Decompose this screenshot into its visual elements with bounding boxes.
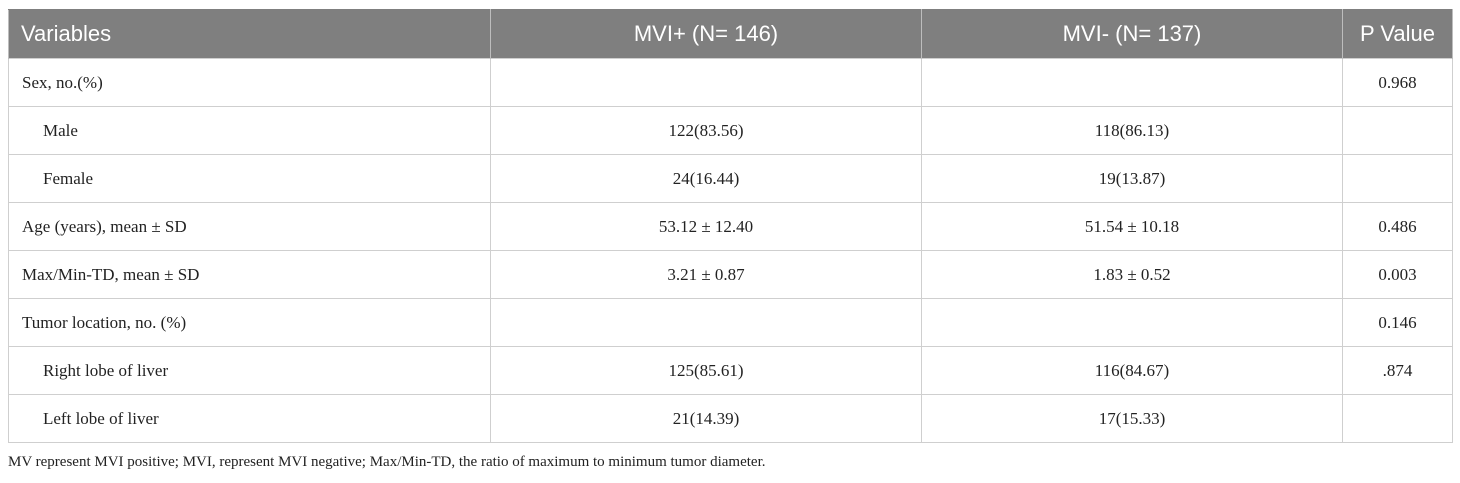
table-body: Sex, no.(%) 0.968 Male 122(83.56) 118(86…	[8, 58, 1453, 443]
row-label: Left lobe of liver	[8, 394, 491, 443]
table-row: Right lobe of liver 125(85.61) 116(84.67…	[8, 346, 1453, 395]
cell-p-value	[1342, 106, 1453, 155]
table-row: Sex, no.(%) 0.968	[8, 58, 1453, 107]
table-row: Tumor location, no. (%) 0.146	[8, 298, 1453, 347]
header-mvi-negative: MVI- (N= 137)	[921, 9, 1343, 59]
row-label: Male	[8, 106, 491, 155]
cell-mvi-positive: 53.12 ± 12.40	[490, 202, 922, 251]
row-label: Max/Min-TD, mean ± SD	[8, 250, 491, 299]
table-header: Variables MVI+ (N= 146) MVI- (N= 137) P …	[8, 9, 1453, 59]
cell-p-value: 0.146	[1342, 298, 1453, 347]
cell-mvi-positive: 122(83.56)	[490, 106, 922, 155]
table-row: Left lobe of liver 21(14.39) 17(15.33)	[8, 394, 1453, 443]
row-label: Sex, no.(%)	[8, 58, 491, 107]
cell-mvi-positive	[490, 298, 922, 347]
table-row: Max/Min-TD, mean ± SD 3.21 ± 0.87 1.83 ±…	[8, 250, 1453, 299]
header-mvi-positive: MVI+ (N= 146)	[490, 9, 922, 59]
cell-mvi-positive: 125(85.61)	[490, 346, 922, 395]
cell-p-value: .874	[1342, 346, 1453, 395]
cell-p-value: 0.968	[1342, 58, 1453, 107]
cell-mvi-negative: 116(84.67)	[921, 346, 1343, 395]
data-table-container: Variables MVI+ (N= 146) MVI- (N= 137) P …	[8, 9, 1453, 443]
table-row: Age (years), mean ± SD 53.12 ± 12.40 51.…	[8, 202, 1453, 251]
header-p-value: P Value	[1342, 9, 1453, 59]
header-row: Variables MVI+ (N= 146) MVI- (N= 137) P …	[8, 9, 1453, 59]
cell-mvi-positive: 3.21 ± 0.87	[490, 250, 922, 299]
cell-mvi-positive: 24(16.44)	[490, 154, 922, 203]
cell-p-value	[1342, 394, 1453, 443]
cell-mvi-positive	[490, 58, 922, 107]
mvi-comparison-table: Variables MVI+ (N= 146) MVI- (N= 137) P …	[8, 9, 1453, 443]
row-label: Right lobe of liver	[8, 346, 491, 395]
row-label: Female	[8, 154, 491, 203]
header-variables: Variables	[8, 9, 491, 59]
cell-p-value: 0.003	[1342, 250, 1453, 299]
table-row: Female 24(16.44) 19(13.87)	[8, 154, 1453, 203]
table-footnote: MV represent MVI positive; MVI, represen…	[8, 454, 766, 470]
cell-mvi-negative	[921, 58, 1343, 107]
cell-mvi-negative	[921, 298, 1343, 347]
row-label: Tumor location, no. (%)	[8, 298, 491, 347]
cell-mvi-negative: 1.83 ± 0.52	[921, 250, 1343, 299]
table-row: Male 122(83.56) 118(86.13)	[8, 106, 1453, 155]
cell-p-value: 0.486	[1342, 202, 1453, 251]
cell-mvi-negative: 19(13.87)	[921, 154, 1343, 203]
row-label: Age (years), mean ± SD	[8, 202, 491, 251]
cell-mvi-negative: 51.54 ± 10.18	[921, 202, 1343, 251]
cell-mvi-positive: 21(14.39)	[490, 394, 922, 443]
cell-p-value	[1342, 154, 1453, 203]
cell-mvi-negative: 118(86.13)	[921, 106, 1343, 155]
cell-mvi-negative: 17(15.33)	[921, 394, 1343, 443]
